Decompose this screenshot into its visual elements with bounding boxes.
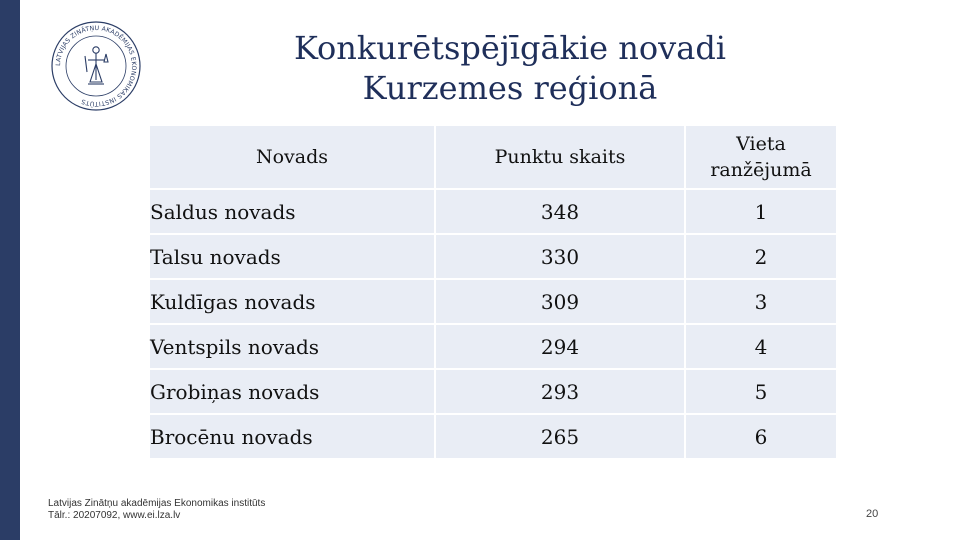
title-line-2: Kurzemes reģionā: [362, 69, 658, 107]
cell-rank: 4: [686, 325, 838, 370]
cell-rank: 1: [686, 190, 838, 235]
header-points: Punktu skaits: [436, 126, 686, 190]
cell-points: 309: [436, 280, 686, 325]
header-novads: Novads: [150, 126, 436, 190]
table-header-row: Novads Punktu skaits Vieta ranžējumā: [150, 126, 838, 190]
footer-institute: Latvijas Zinātņu akadēmijas Ekonomikas i…: [48, 498, 266, 509]
table-row: Ventspils novads 294 4: [150, 325, 838, 370]
cell-rank: 5: [686, 370, 838, 415]
cell-name: Ventspils novads: [150, 325, 436, 370]
header-rank-line-2: ranžējumā: [710, 159, 812, 181]
cell-points: 265: [436, 415, 686, 460]
page-number: 20: [866, 508, 879, 520]
institute-seal-logo: LATVIJAS ZINĀTŅU AKADĒMIJAS EKONOMIKAS I…: [50, 20, 142, 112]
slide-title: Konkurētspējīgākie novadi Kurzemes reģio…: [230, 28, 790, 108]
cell-name: Kuldīgas novads: [150, 280, 436, 325]
cell-rank: 3: [686, 280, 838, 325]
footer-contact: Tālr.: 20207092, www.ei.lza.lv: [48, 510, 181, 521]
cell-name: Saldus novads: [150, 190, 436, 235]
table-row: Brocēnu novads 265 6: [150, 415, 838, 460]
table-row: Kuldīgas novads 309 3: [150, 280, 838, 325]
cell-rank: 2: [686, 235, 838, 280]
cell-rank: 6: [686, 415, 838, 460]
cell-points: 330: [436, 235, 686, 280]
table-row: Saldus novads 348 1: [150, 190, 838, 235]
cell-points: 294: [436, 325, 686, 370]
cell-name: Brocēnu novads: [150, 415, 436, 460]
cell-points: 293: [436, 370, 686, 415]
title-line-1: Konkurētspējīgākie novadi: [293, 29, 727, 67]
table-row: Talsu novads 330 2: [150, 235, 838, 280]
header-rank: Vieta ranžējumā: [686, 126, 838, 190]
footer: Latvijas Zinātņu akadēmijas Ekonomikas i…: [48, 498, 265, 522]
ranking-table: Novads Punktu skaits Vieta ranžējumā Sal…: [150, 126, 838, 460]
cell-points: 348: [436, 190, 686, 235]
left-accent-bar: [0, 0, 20, 540]
cell-name: Talsu novads: [150, 235, 436, 280]
seal-figure-icon: [84, 46, 109, 85]
cell-name: Grobiņas novads: [150, 370, 436, 415]
header-rank-line-1: Vieta: [736, 133, 786, 155]
table-row: Grobiņas novads 293 5: [150, 370, 838, 415]
